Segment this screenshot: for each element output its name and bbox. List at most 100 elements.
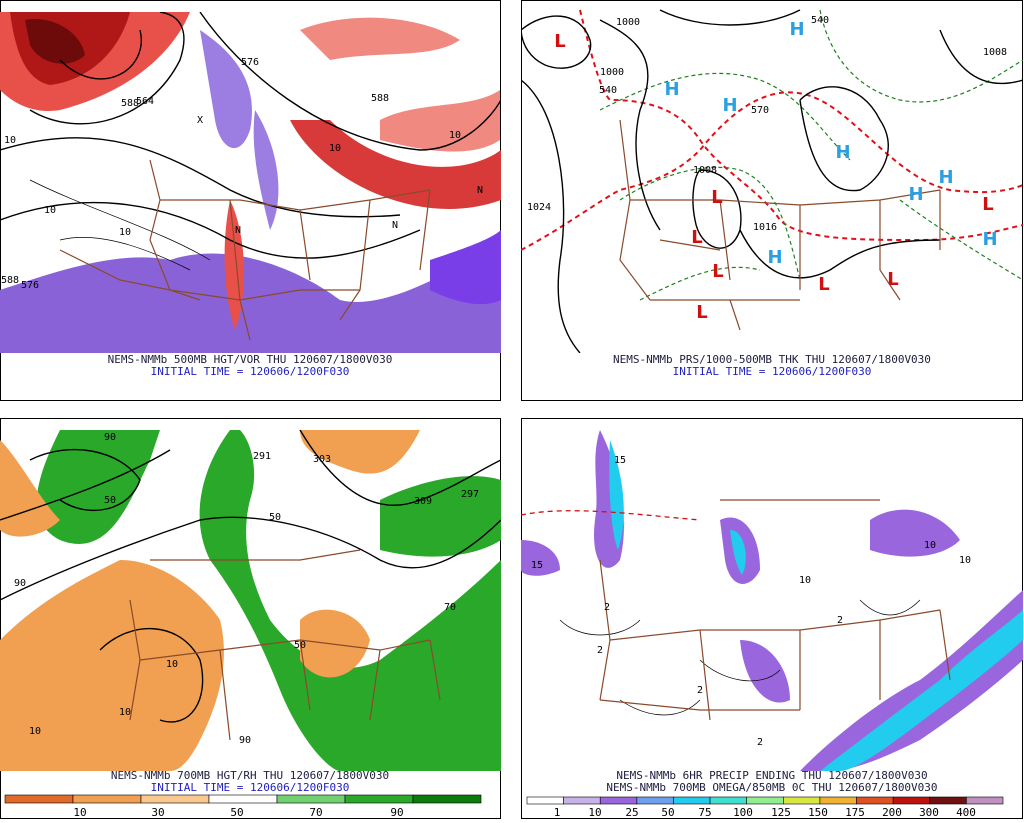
- map-caption: INITIAL TIME = 120606/1200F030: [151, 365, 350, 378]
- colorbar-swatch: [4, 794, 74, 804]
- colorbar-label: 150: [808, 806, 828, 819]
- contour-label: 15: [614, 455, 626, 466]
- colorbar-label: 30: [151, 806, 164, 819]
- pressure-center: L: [696, 302, 707, 323]
- colorbar-swatch: [412, 794, 482, 804]
- pressure-center: H: [908, 184, 923, 205]
- pressure-center: L: [887, 269, 898, 290]
- colorbar-swatch: [344, 794, 414, 804]
- pressure-center: L: [711, 187, 722, 208]
- colorbar-swatch: [709, 796, 747, 805]
- contour-label: 2: [757, 737, 763, 748]
- map-caption: NEMS-NMMb 500MB HGT/VOR THU 120607/1800V…: [108, 353, 393, 366]
- contour-label: 570: [751, 105, 769, 116]
- contour-label: 1000: [616, 17, 640, 28]
- colorbar-swatch: [526, 796, 564, 805]
- map-pressure: [521, 9, 1023, 353]
- contour-label: 90: [104, 432, 116, 443]
- contour-label: X: [197, 115, 203, 126]
- map-caption: NEMS-NMMb 700MB HGT/RH THU 120607/1800V0…: [111, 769, 389, 782]
- contour-label: 297: [461, 489, 479, 500]
- colorbar-swatch: [746, 796, 784, 805]
- contour-label: 588: [371, 93, 389, 104]
- contour-label: 50: [104, 495, 116, 506]
- contour-label: 10: [4, 135, 16, 146]
- colorbar-label: 100: [733, 806, 753, 819]
- colorbar-swatch: [783, 796, 821, 805]
- colorbar-label: 50: [230, 806, 243, 819]
- colorbar-swatch: [856, 796, 894, 805]
- contour-label: 1008: [693, 165, 717, 176]
- map-500mb: [0, 12, 501, 353]
- colorbar-label: 10: [73, 806, 86, 819]
- map-caption: INITIAL TIME = 120606/1200F030: [673, 365, 872, 378]
- pressure-center: L: [982, 194, 993, 215]
- contour-label: 15: [531, 560, 543, 571]
- contour-label: 1024: [527, 202, 551, 213]
- contour-label: 10: [799, 575, 811, 586]
- pressure-center: H: [664, 79, 679, 100]
- colorbar-label: 50: [661, 806, 674, 819]
- contour-label: 564: [136, 96, 154, 107]
- colorbar-swatch: [208, 794, 278, 804]
- pressure-center: H: [722, 95, 737, 116]
- contour-label: 10: [449, 130, 461, 141]
- colorbar-label: 90: [390, 806, 403, 819]
- contour-label: 10: [166, 659, 178, 670]
- contour-label: 1008: [983, 47, 1007, 58]
- colorbar-swatch: [673, 796, 711, 805]
- contour-label: N: [235, 225, 241, 236]
- contour-label: 540: [599, 85, 617, 96]
- colorbar-swatch: [966, 796, 1004, 805]
- contour-label: 10: [959, 555, 971, 566]
- contour-label: 291: [253, 451, 271, 462]
- colorbar-swatch: [819, 796, 857, 805]
- map-rh: [0, 430, 501, 771]
- contour-label: 1000: [600, 67, 624, 78]
- colorbar-swatch: [599, 796, 638, 805]
- colorbar-swatch: [276, 794, 346, 804]
- pressure-center: L: [691, 227, 702, 248]
- pressure-center: H: [767, 247, 782, 268]
- pressure-center: H: [982, 229, 997, 250]
- pressure-center: L: [818, 274, 829, 295]
- contour-label: N: [392, 220, 398, 231]
- colorbar-label: 400: [956, 806, 976, 819]
- contour-label: 2: [837, 615, 843, 626]
- colorbar-label: 75: [698, 806, 711, 819]
- map-caption: NEMS-NMMb 700MB OMEGA/850MB 0C THU 12060…: [606, 781, 937, 794]
- contour-label: 50: [269, 512, 281, 523]
- colorbar-label: 10: [588, 806, 601, 819]
- map-caption: INITIAL TIME = 120606/1200F030: [151, 781, 350, 794]
- pressure-center: H: [938, 167, 953, 188]
- contour-label: 10: [44, 205, 56, 216]
- colorbar-swatch: [72, 794, 142, 804]
- contour-label: 50: [294, 640, 306, 651]
- colorbar-swatch: [636, 796, 674, 805]
- pressure-center: H: [835, 142, 850, 163]
- panel-frame: [521, 0, 1023, 401]
- map-precip: [521, 430, 1023, 771]
- contour-label: 2: [597, 645, 603, 656]
- contour-label: 90: [239, 735, 251, 746]
- pressure-center: L: [712, 261, 723, 282]
- colorbar-swatch: [140, 794, 210, 804]
- contour-label: 10: [119, 227, 131, 238]
- contour-label: 10: [29, 726, 41, 737]
- colorbar-swatch: [929, 796, 967, 805]
- contour-label: N: [477, 185, 483, 196]
- colorbar-label: 25: [625, 806, 638, 819]
- colorbar-label: 300: [919, 806, 939, 819]
- map-caption: NEMS-NMMb PRS/1000-500MB THK THU 120607/…: [613, 353, 931, 366]
- pressure-center: H: [789, 19, 804, 40]
- contour-label: 303: [313, 454, 331, 465]
- colorbar-label: 125: [771, 806, 791, 819]
- contour-label: 576: [241, 57, 259, 68]
- contour-label: 588: [121, 98, 139, 109]
- contour-label: 2: [697, 685, 703, 696]
- contour-label: 540: [811, 15, 829, 26]
- pressure-center: L: [554, 31, 565, 52]
- contour-label: 576: [21, 280, 39, 291]
- colorbar-label: 175: [845, 806, 865, 819]
